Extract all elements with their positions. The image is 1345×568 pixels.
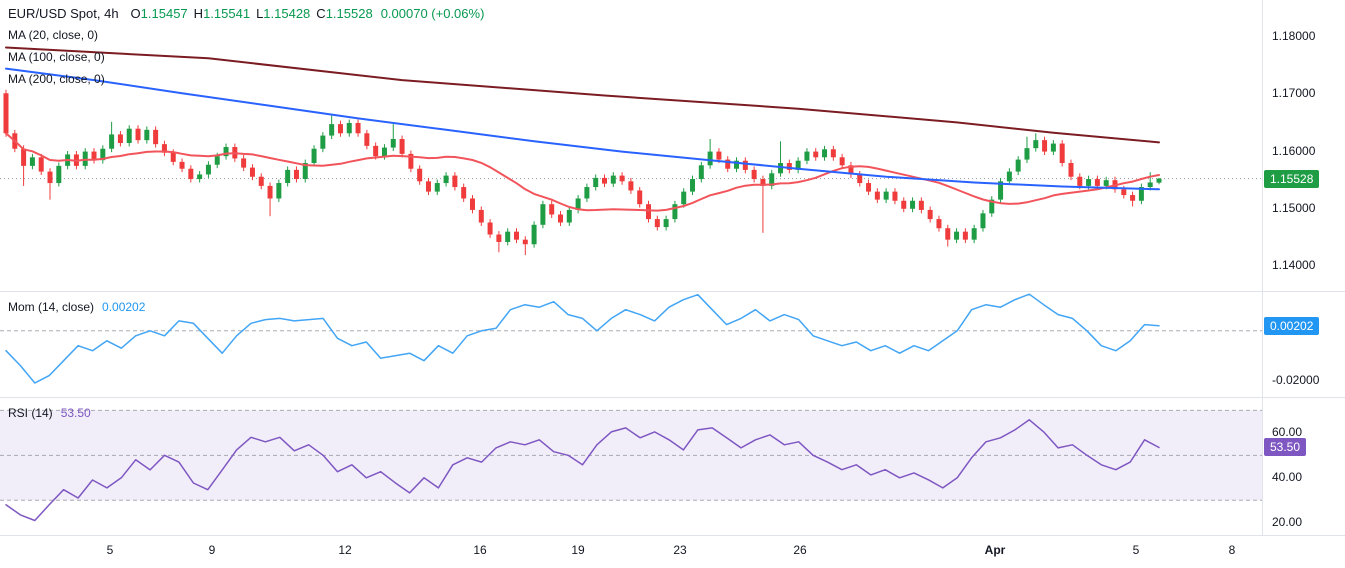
ma20-legend[interactable]: MA (20, close, 0) xyxy=(8,28,99,42)
mom-legend-value: 0.00202 xyxy=(102,300,146,314)
rsi-axis-label: 20.00 xyxy=(1272,514,1303,529)
price-axis-label: 1.18000 xyxy=(1272,29,1316,44)
rsi-value-badge: 53.50 xyxy=(1264,438,1307,457)
ohlc-values: O1.15457 H1.15541 L1.15428 C1.15528 xyxy=(125,6,373,21)
last-price-badge: 1.15528 xyxy=(1264,169,1320,188)
time-axis-label: Apr xyxy=(984,543,1006,557)
time-axis-label: 8 xyxy=(1228,543,1236,557)
symbol-title[interactable]: EUR/USD Spot, 4h xyxy=(8,6,119,21)
time-axis-label: 12 xyxy=(338,543,352,557)
mom-legend-label[interactable]: Mom (14, close) xyxy=(8,300,95,314)
header-row: EUR/USD Spot, 4h O1.15457 H1.15541 L1.15428… xyxy=(8,4,484,24)
rsi-pane-legend: RSI (14) 53.50 xyxy=(8,403,91,423)
rsi-axis-label: 60.00 xyxy=(1272,424,1303,439)
ohlc-letter: C xyxy=(316,6,326,21)
price-axis-label: 1.17000 xyxy=(1272,86,1316,101)
ohlc-value: 1.15528 xyxy=(325,6,373,21)
price-axis-label: 1.16000 xyxy=(1272,143,1316,158)
ohlc-letter: O xyxy=(130,6,141,21)
price-pane-legend: EUR/USD Spot, 4h O1.15457 H1.15541 L1.15428… xyxy=(8,4,484,90)
ohlc-letter: L xyxy=(256,6,264,21)
ohlc-value: 1.15457 xyxy=(140,6,188,21)
time-axis-label: 9 xyxy=(208,543,216,557)
momentum-pane-legend: Mom (14, close) 0.00202 xyxy=(8,297,145,317)
mom-value-badge: 0.00202 xyxy=(1264,316,1320,335)
price-change: 0.00070 (+0.06%) xyxy=(380,6,485,21)
price-axis-label: 1.15000 xyxy=(1272,200,1316,215)
time-axis-label: 26 xyxy=(793,543,807,557)
time-axis-label: 5 xyxy=(106,543,114,557)
ohlc-value: 1.15428 xyxy=(263,6,311,21)
rsi-legend-label[interactable]: RSI (14) xyxy=(8,406,53,420)
ma100-legend[interactable]: MA (100, close, 0) xyxy=(8,50,105,64)
ohlc-letter: H xyxy=(193,6,204,21)
rsi-axis-label: 40.00 xyxy=(1272,469,1303,484)
rsi-legend-value: 53.50 xyxy=(60,406,91,420)
price-axis-label: 1.14000 xyxy=(1272,257,1316,272)
time-axis-label: 23 xyxy=(673,543,687,557)
time-axis-label: 19 xyxy=(571,543,585,557)
ma200-legend[interactable]: MA (200, close, 0) xyxy=(8,72,105,86)
ohlc-value: 1.15541 xyxy=(203,6,251,21)
time-axis-label: 5 xyxy=(1132,543,1140,557)
time-axis-label: 16 xyxy=(473,543,487,557)
mom-axis-label: -0.02000 xyxy=(1272,372,1320,387)
